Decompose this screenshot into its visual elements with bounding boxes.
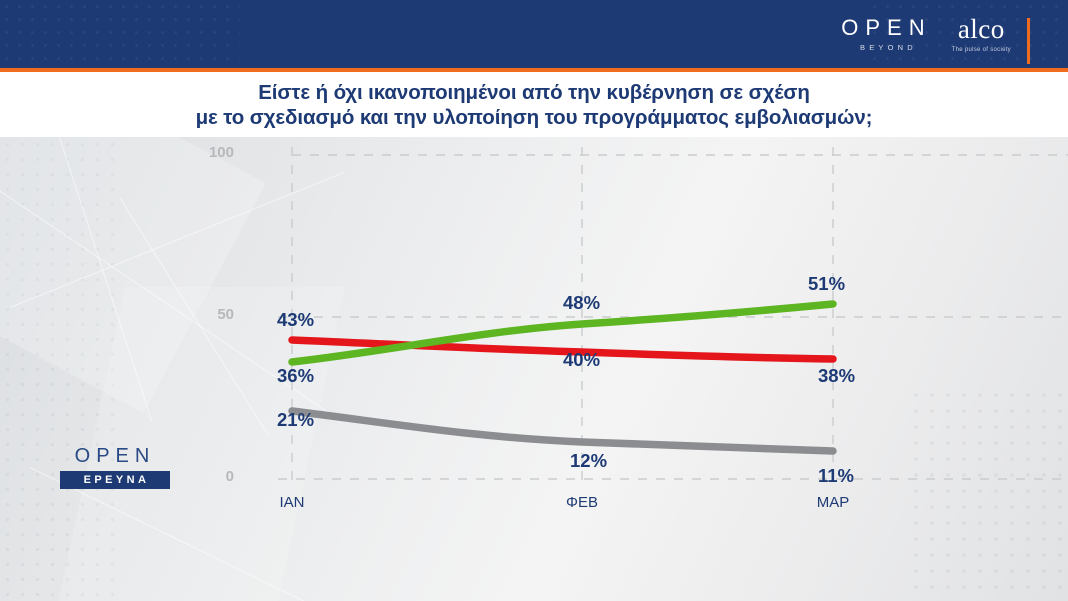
value-label-dk-feb: 12% [570,450,608,471]
chart-stage: OPEN ΕΡΕΥΝΑ 100 50 0 ΙΑΝ ΦΕΒ ΜΑΡ [0,137,1068,601]
x-axis-tick-feb: ΦΕΒ [566,494,598,511]
open-beyond-logo-subtitle: BEYOND [860,43,917,52]
x-axis-tick-jan: ΙΑΝ [279,494,305,511]
chart-title-band: Είστε ή όχι ικανοποιημένοι από την κυβέρ… [0,72,1068,137]
header-accent-rule [0,68,1068,72]
background-dot-texture-left [0,137,120,601]
header-dot-texture-right [868,0,1068,68]
page-title-line-1: Είστε ή όχι ικανοποιημένοι από την κυβέρ… [258,80,810,104]
logo-divider-bar [1027,18,1030,64]
series-line-dk [288,407,837,455]
value-label-dk-jan: 21% [277,409,315,430]
alco-logo[interactable]: alco The pulse of society [948,16,1011,54]
background-dot-texture-right [908,387,1068,601]
watermark-open-word: OPEN [74,445,156,467]
y-axis-tick-100: 100 [208,144,234,161]
header-dot-texture-left [0,0,240,68]
open-beyond-logo[interactable]: OPEN BEYOND [841,15,932,53]
watermark-ereyna-badge: ΕΡΕΥΝΑ [60,471,170,489]
alco-logo-subtitle: The pulse of society [951,47,1011,53]
series-line-oxi [288,336,837,363]
value-label-nai-feb: 48% [563,292,601,313]
value-label-oxi-feb: 40% [563,349,601,370]
value-label-dk-mar: 11% [818,465,855,486]
value-label-nai-mar: 51% [808,273,846,294]
alco-logo-word: alco [957,14,1005,44]
header-logo-group: OPEN BEYOND alco The pulse of society [841,16,1030,64]
chart-svg [278,147,1068,489]
page-title-line-2: με το σχεδιασμό και την υλοποίηση του πρ… [195,105,873,129]
value-label-nai-jan: 36% [277,365,315,386]
app-header: OPEN BEYOND alco The pulse of society [0,0,1068,68]
x-axis-tick-mar: ΜΑΡ [816,494,850,511]
value-label-oxi-mar: 38% [818,365,856,386]
open-beyond-logo-word: OPEN [841,15,932,40]
line-chart-plot: 100 50 0 ΙΑΝ ΦΕΒ ΜΑΡ 43% 40% 38% 36% 48%… [0,137,1068,601]
series-line-nai [288,300,837,366]
y-axis-tick-0: 0 [225,468,234,485]
value-label-oxi-jan: 43% [277,309,315,330]
open-ereyna-watermark: OPEN ΕΡΕΥΝΑ [60,445,170,489]
y-axis-tick-50: 50 [217,306,234,323]
